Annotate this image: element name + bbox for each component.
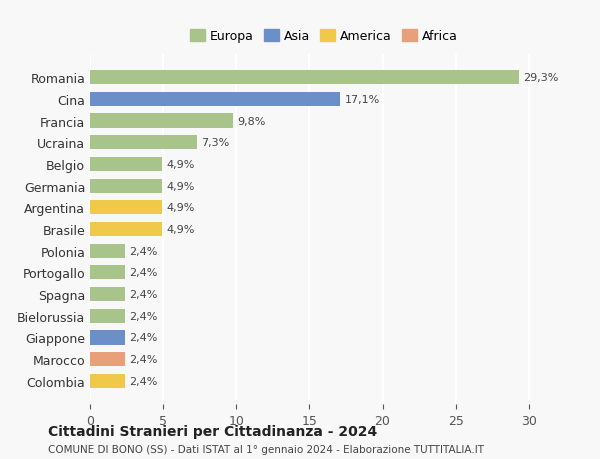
Bar xyxy=(90,93,340,106)
Text: 9,8%: 9,8% xyxy=(238,116,266,126)
Bar xyxy=(90,244,125,258)
Text: 2,4%: 2,4% xyxy=(130,333,158,343)
Bar xyxy=(90,353,125,366)
Bar xyxy=(90,223,161,236)
Bar xyxy=(90,330,125,345)
Text: 29,3%: 29,3% xyxy=(523,73,558,83)
Text: 2,4%: 2,4% xyxy=(130,354,158,364)
Text: 4,9%: 4,9% xyxy=(166,224,194,235)
Bar xyxy=(90,287,125,302)
Bar xyxy=(90,114,233,129)
Text: 2,4%: 2,4% xyxy=(130,311,158,321)
Bar xyxy=(90,201,161,215)
Text: 4,9%: 4,9% xyxy=(166,181,194,191)
Legend: Europa, Asia, America, Africa: Europa, Asia, America, Africa xyxy=(187,27,461,47)
Text: COMUNE DI BONO (SS) - Dati ISTAT al 1° gennaio 2024 - Elaborazione TUTTITALIA.IT: COMUNE DI BONO (SS) - Dati ISTAT al 1° g… xyxy=(48,444,484,454)
Text: Cittadini Stranieri per Cittadinanza - 2024: Cittadini Stranieri per Cittadinanza - 2… xyxy=(48,425,377,438)
Text: 7,3%: 7,3% xyxy=(201,138,229,148)
Text: 2,4%: 2,4% xyxy=(130,246,158,256)
Bar xyxy=(90,309,125,323)
Text: 2,4%: 2,4% xyxy=(130,268,158,278)
Bar xyxy=(90,266,125,280)
Bar xyxy=(90,71,518,85)
Text: 2,4%: 2,4% xyxy=(130,290,158,299)
Bar xyxy=(90,179,161,193)
Text: 2,4%: 2,4% xyxy=(130,376,158,386)
Text: 4,9%: 4,9% xyxy=(166,160,194,169)
Bar xyxy=(90,157,161,172)
Bar xyxy=(90,374,125,388)
Bar xyxy=(90,136,197,150)
Text: 17,1%: 17,1% xyxy=(344,95,380,105)
Text: 4,9%: 4,9% xyxy=(166,203,194,213)
